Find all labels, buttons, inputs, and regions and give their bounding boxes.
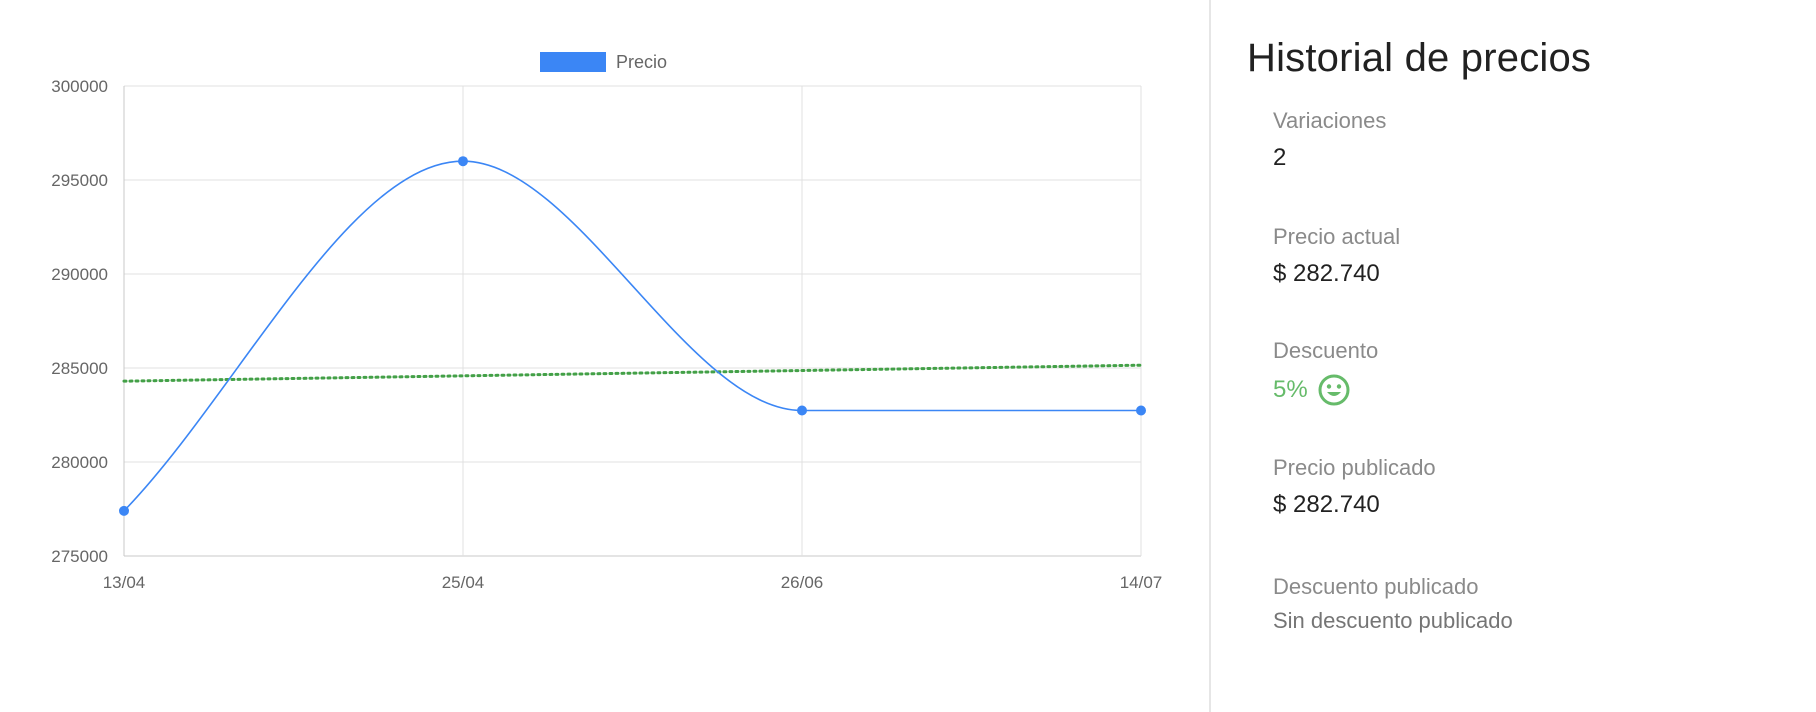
precio-publicado-stat: Precio publicado $ 282.740 [1273, 455, 1436, 519]
descuento-publicado-value: Sin descuento publicado [1273, 608, 1513, 633]
variaciones-label: Variaciones [1273, 108, 1387, 133]
descuento-value-row: 5% [1273, 374, 1378, 406]
descuento-value: 5% [1273, 376, 1308, 403]
variaciones-value: 2 [1273, 144, 1287, 171]
data-point [797, 405, 807, 416]
panel-divider [1209, 0, 1211, 712]
data-point [119, 505, 129, 516]
data-point [458, 156, 468, 167]
y-tick-label: 295000 [51, 171, 108, 190]
y-tick-label: 300000 [51, 77, 108, 96]
precio-actual-label: Precio actual [1273, 224, 1401, 249]
legend-label: Precio [616, 52, 667, 72]
price-history-panel: Historial de precios Variaciones 2 Preci… [1247, 0, 1787, 712]
precio-publicado-value: $ 282.740 [1273, 491, 1380, 518]
precio-actual-value: $ 282.740 [1273, 260, 1380, 287]
x-tick-label: 25/04 [442, 573, 485, 592]
descuento-label: Descuento [1273, 338, 1379, 363]
descuento-publicado-label: Descuento publicado [1273, 574, 1479, 599]
descuento-publicado-stat: Descuento publicado Sin descuento public… [1273, 574, 1513, 634]
descuento-stat: Descuento 5% [1273, 338, 1378, 406]
trend-line [122, 363, 1143, 383]
variaciones-stat: Variaciones 2 [1273, 108, 1386, 172]
legend-swatch [540, 52, 606, 72]
x-tick-label: 13/04 [103, 573, 146, 592]
precio-actual-stat: Precio actual $ 282.740 [1273, 224, 1400, 288]
data-point [1136, 405, 1146, 416]
smile-icon [1318, 374, 1350, 406]
y-tick-label: 285000 [51, 359, 108, 378]
x-tick-label: 14/07 [1120, 573, 1163, 592]
price-chart-svg: 275000 280000 285000 290000 295000 300000 13/0… [51, 52, 1163, 592]
y-tick-label: 290000 [51, 265, 108, 284]
precio-publicado-label: Precio publicado [1273, 455, 1436, 480]
panel-title: Historial de precios [1247, 36, 1592, 80]
x-tick-label: 26/06 [781, 573, 824, 592]
series-line-precio [123, 160, 1141, 512]
price-chart: 275000 280000 285000 290000 295000 300000 13/0… [51, 52, 1163, 592]
y-tick-label: 275000 [51, 547, 108, 566]
y-tick-label: 280000 [51, 453, 108, 472]
